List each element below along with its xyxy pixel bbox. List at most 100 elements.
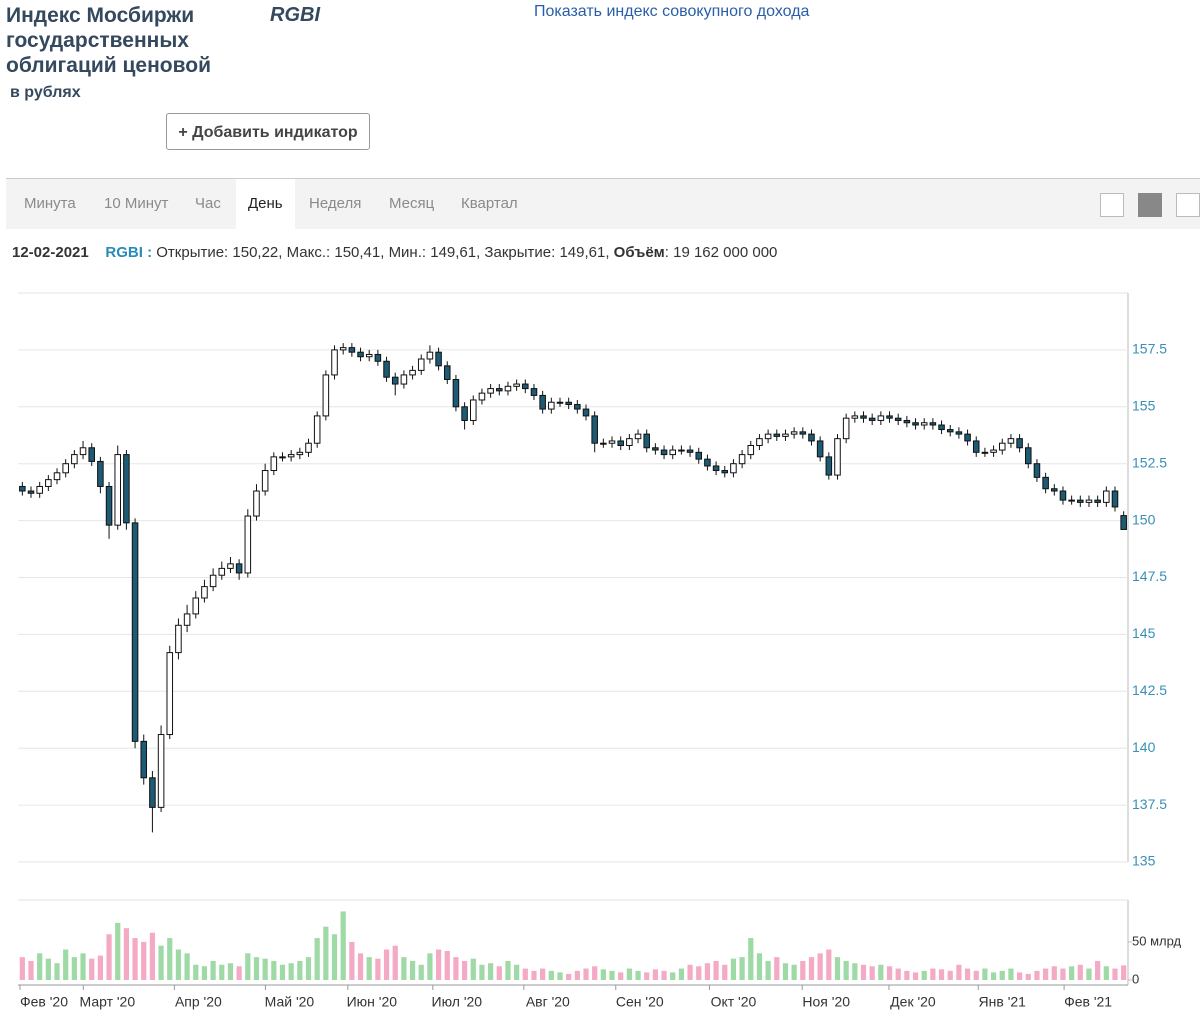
volume-bar bbox=[193, 964, 199, 980]
candle-body bbox=[1120, 515, 1127, 530]
candle-body bbox=[1051, 488, 1058, 492]
volume-bar bbox=[383, 949, 390, 980]
index-title: Индекс Мосбиржи государственных облигаци… bbox=[6, 4, 211, 77]
volume-bar bbox=[904, 970, 910, 980]
candle-body bbox=[920, 422, 928, 426]
bar-chart-icon[interactable] bbox=[1176, 193, 1200, 217]
info-ticker: RGBI bbox=[105, 244, 143, 261]
volume-bar bbox=[852, 963, 858, 980]
volume-bar bbox=[54, 963, 60, 980]
tab[interactable]: 10 Минут bbox=[104, 195, 169, 212]
volume-bar bbox=[808, 957, 815, 980]
volume-bar bbox=[366, 957, 372, 980]
candle-body bbox=[643, 433, 650, 449]
volume-bar bbox=[956, 964, 962, 980]
candle-body bbox=[938, 424, 945, 431]
candle-body bbox=[348, 347, 356, 353]
candle-body bbox=[548, 401, 555, 410]
volume-bar bbox=[132, 938, 138, 980]
candle-body bbox=[261, 470, 269, 492]
volume-bar bbox=[1017, 972, 1023, 980]
volume-bar bbox=[843, 960, 849, 980]
candle-body bbox=[626, 438, 633, 446]
volume-bar bbox=[349, 941, 355, 980]
volume-bar bbox=[548, 970, 554, 980]
candle-body bbox=[990, 449, 997, 453]
candle-body bbox=[175, 624, 182, 654]
volume-bar bbox=[748, 938, 754, 980]
x-tick-label: Окт '20 bbox=[711, 994, 757, 1010]
x-tick-label: Фев '20 bbox=[20, 994, 68, 1010]
candle-body bbox=[617, 440, 624, 446]
volume-bar bbox=[670, 972, 676, 980]
add-indicator-button[interactable]: + Добавить индикатор bbox=[166, 113, 370, 150]
volume-bar bbox=[687, 964, 693, 980]
volume-bar bbox=[860, 964, 867, 980]
volume-bar bbox=[912, 972, 919, 980]
volume-bar bbox=[713, 960, 719, 980]
volume-bar bbox=[505, 960, 511, 980]
candle-body bbox=[834, 438, 841, 476]
volume-bar bbox=[652, 969, 658, 980]
candle-chart-icon[interactable] bbox=[1138, 193, 1162, 217]
candle-body bbox=[955, 431, 963, 435]
candle-body bbox=[478, 392, 486, 401]
candle-body bbox=[45, 479, 52, 487]
candle-body bbox=[504, 385, 512, 392]
volume-bar bbox=[427, 953, 433, 980]
candle-body bbox=[1033, 463, 1041, 478]
candle-body bbox=[487, 388, 494, 394]
volume-bar bbox=[496, 966, 502, 980]
candle-body bbox=[227, 563, 234, 569]
volume-bar bbox=[375, 958, 381, 980]
volume-bar bbox=[938, 969, 945, 980]
volume-bar bbox=[817, 953, 823, 980]
tab[interactable]: Квартал bbox=[461, 195, 518, 212]
volume-bar bbox=[123, 928, 129, 980]
volume-bar bbox=[19, 957, 25, 980]
candle-body bbox=[19, 485, 26, 492]
y-tick-label: 157.5 bbox=[1132, 341, 1167, 357]
tab[interactable]: Минута bbox=[24, 195, 76, 212]
candle-body bbox=[209, 574, 217, 588]
volume-bar bbox=[288, 963, 294, 980]
tab[interactable]: Неделя bbox=[309, 195, 362, 212]
candle-body bbox=[894, 417, 902, 421]
volume-bar bbox=[1034, 970, 1040, 980]
candle-body bbox=[686, 449, 694, 453]
tab[interactable]: День bbox=[236, 179, 295, 229]
volume-bar bbox=[45, 958, 51, 980]
candle-body bbox=[357, 351, 364, 358]
candle-body bbox=[860, 415, 867, 419]
volume-bar bbox=[1025, 973, 1031, 980]
volume-bar bbox=[566, 973, 572, 980]
candle-body bbox=[738, 454, 746, 465]
info-ohlc: Открытие: 150,22, Макс.: 150,41, Мин.: 1… bbox=[152, 244, 614, 261]
x-tick-label: Май '20 bbox=[265, 994, 315, 1010]
volume-bar bbox=[1112, 968, 1118, 980]
tab[interactable]: Месяц bbox=[389, 195, 435, 212]
volume-bar bbox=[514, 964, 520, 980]
volume-bar bbox=[219, 964, 225, 980]
line-chart-icon[interactable] bbox=[1100, 193, 1124, 217]
volume-bar bbox=[1086, 968, 1092, 980]
candle-body bbox=[530, 388, 538, 396]
volume-bar bbox=[739, 957, 745, 980]
candle-body bbox=[435, 351, 442, 367]
tab[interactable]: Час bbox=[195, 195, 221, 212]
volume-bar bbox=[1051, 966, 1057, 980]
volume-bar bbox=[279, 964, 286, 980]
candle-body bbox=[253, 490, 260, 517]
volume-bar bbox=[869, 966, 875, 980]
volume-bar bbox=[618, 972, 624, 980]
volume-bar bbox=[28, 960, 34, 980]
volume-bar bbox=[531, 970, 537, 980]
candle-body bbox=[868, 417, 876, 421]
candle-body bbox=[452, 378, 460, 408]
unit: в рублях bbox=[10, 84, 81, 101]
y-tick-label: 145 bbox=[1132, 625, 1156, 641]
total-return-link[interactable]: Показать индекс совокупного дохода bbox=[534, 3, 810, 20]
candle-body bbox=[591, 415, 598, 444]
volume-bar bbox=[609, 970, 615, 980]
